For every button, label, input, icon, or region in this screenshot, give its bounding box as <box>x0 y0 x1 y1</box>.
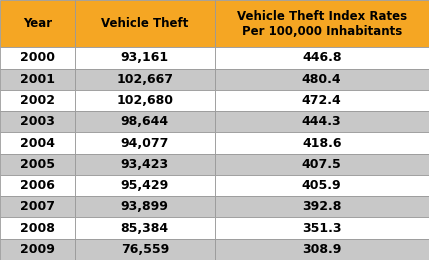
Text: 98,644: 98,644 <box>121 115 169 128</box>
Text: 2001: 2001 <box>20 73 55 86</box>
Text: 480.4: 480.4 <box>302 73 341 86</box>
Text: 418.6: 418.6 <box>302 136 341 149</box>
Bar <box>75 132 214 154</box>
Text: 2002: 2002 <box>20 94 55 107</box>
Bar <box>0 47 75 69</box>
Bar <box>0 0 75 47</box>
Text: 407.5: 407.5 <box>302 158 341 171</box>
Bar <box>214 217 429 239</box>
Text: 2009: 2009 <box>20 243 55 256</box>
Bar <box>75 154 214 175</box>
Bar <box>75 0 214 47</box>
Text: 351.3: 351.3 <box>302 222 341 235</box>
Text: 2006: 2006 <box>20 179 55 192</box>
Bar <box>0 69 75 90</box>
Bar <box>75 47 214 69</box>
Bar <box>214 196 429 217</box>
Text: 2000: 2000 <box>20 51 55 64</box>
Text: 85,384: 85,384 <box>121 222 169 235</box>
Bar <box>0 217 75 239</box>
Bar <box>75 239 214 260</box>
Text: 446.8: 446.8 <box>302 51 341 64</box>
Bar <box>75 196 214 217</box>
Bar <box>0 239 75 260</box>
Bar <box>75 90 214 111</box>
Bar <box>0 132 75 154</box>
Text: 444.3: 444.3 <box>302 115 341 128</box>
Text: 2007: 2007 <box>20 200 55 213</box>
Bar <box>0 90 75 111</box>
Bar <box>0 154 75 175</box>
Text: 2005: 2005 <box>20 158 55 171</box>
Bar <box>214 132 429 154</box>
Text: 94,077: 94,077 <box>121 136 169 149</box>
Bar <box>214 69 429 90</box>
Text: 2004: 2004 <box>20 136 55 149</box>
Bar <box>214 0 429 47</box>
Text: Vehicle Theft Index Rates
Per 100,000 Inhabitants: Vehicle Theft Index Rates Per 100,000 In… <box>237 10 407 38</box>
Text: 102,680: 102,680 <box>116 94 173 107</box>
Text: 102,667: 102,667 <box>116 73 173 86</box>
Bar <box>0 175 75 196</box>
Text: Year: Year <box>23 17 52 30</box>
Text: 2008: 2008 <box>20 222 55 235</box>
Text: 405.9: 405.9 <box>302 179 341 192</box>
Text: 93,899: 93,899 <box>121 200 169 213</box>
Bar <box>75 175 214 196</box>
Text: 93,161: 93,161 <box>121 51 169 64</box>
Bar <box>214 90 429 111</box>
Text: 308.9: 308.9 <box>302 243 341 256</box>
Bar <box>75 217 214 239</box>
Bar <box>214 47 429 69</box>
Text: 76,559: 76,559 <box>121 243 169 256</box>
Bar <box>75 69 214 90</box>
Text: 472.4: 472.4 <box>302 94 341 107</box>
Bar <box>0 196 75 217</box>
Text: 95,429: 95,429 <box>121 179 169 192</box>
Text: 392.8: 392.8 <box>302 200 341 213</box>
Text: 93,423: 93,423 <box>121 158 169 171</box>
Bar <box>214 154 429 175</box>
Bar <box>0 111 75 132</box>
Bar <box>214 239 429 260</box>
Bar <box>75 111 214 132</box>
Bar <box>214 175 429 196</box>
Text: Vehicle Theft: Vehicle Theft <box>101 17 188 30</box>
Bar <box>214 111 429 132</box>
Text: 2003: 2003 <box>20 115 55 128</box>
